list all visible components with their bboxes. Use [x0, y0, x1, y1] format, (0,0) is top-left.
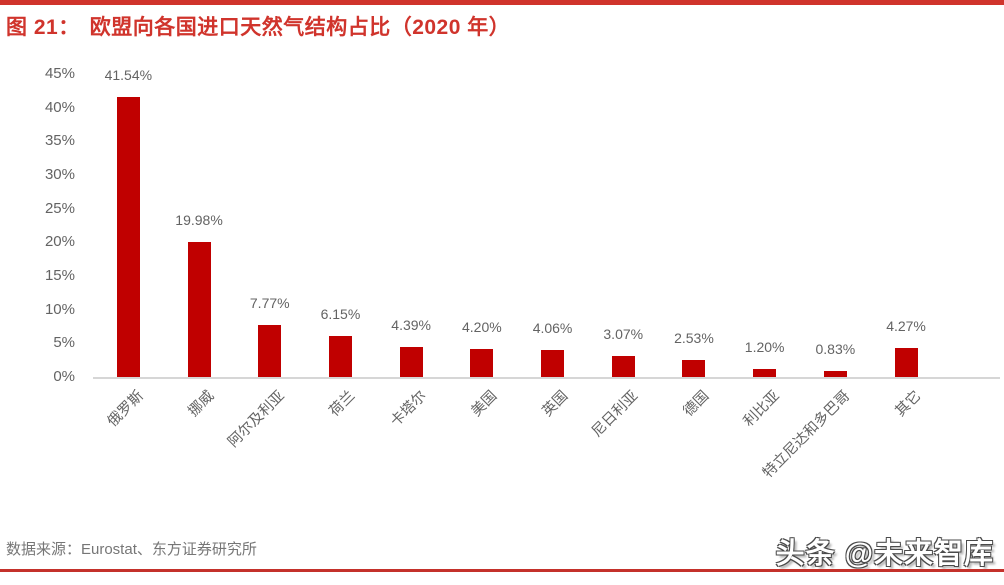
y-axis-tick-label: 25% — [44, 199, 75, 217]
bar-value-label: 0.83% — [815, 341, 856, 358]
figure-title-text: 欧盟向各国进口天然气结构占比（2020 年） — [89, 16, 511, 39]
bar-value-label: 41.54% — [104, 67, 153, 84]
y-axis-tick-label: 20% — [44, 233, 75, 251]
x-axis-category-label: 英国 — [539, 388, 571, 420]
x-axis-category-label: 荷兰 — [326, 388, 359, 420]
x-axis-category-label: 德国 — [680, 388, 713, 420]
y-axis-tick-label: 5% — [53, 334, 75, 352]
x-axis-category-label: 阿尔及利亚 — [225, 388, 289, 451]
bar — [116, 97, 140, 377]
bar — [470, 348, 494, 377]
y-axis-tick-label: 40% — [44, 98, 75, 116]
x-axis-category-label: 美国 — [468, 388, 501, 420]
bar — [682, 359, 706, 377]
bar — [823, 371, 847, 377]
bar-value-label: 4.39% — [391, 317, 431, 334]
bar-value-label: 4.27% — [886, 318, 926, 335]
data-source-note: 数据来源：Eurostat、东方证券研究所 — [6, 541, 257, 558]
bar — [894, 348, 918, 377]
bar — [399, 347, 423, 377]
bar — [328, 335, 352, 377]
y-axis-tick-label: 30% — [44, 166, 75, 183]
y-axis-tick-label: 15% — [44, 267, 75, 284]
bar-value-label: 3.07% — [603, 326, 644, 343]
bar-value-label: 6.15% — [320, 305, 361, 322]
bottom-accent-line — [0, 569, 1004, 572]
bar-value-label: 2.53% — [674, 329, 714, 346]
watermark: 头条 @未来智库 — [775, 538, 994, 570]
x-axis-category-label: 其它 — [892, 388, 925, 420]
bar-value-label: 4.20% — [461, 318, 502, 335]
bar — [258, 324, 282, 377]
bar-value-label: 19.98% — [175, 212, 223, 229]
bar — [187, 242, 211, 377]
figure-number-label: 图 21： — [6, 16, 80, 39]
bar — [611, 356, 635, 377]
y-axis-tick-label: 35% — [44, 132, 75, 150]
top-accent-bar — [0, 0, 1004, 5]
y-axis-tick-label: 0% — [53, 368, 75, 385]
x-axis-category-label: 俄罗斯 — [104, 388, 147, 431]
x-axis-category-label: 挪威 — [185, 388, 218, 420]
bar — [753, 368, 777, 377]
bar-chart: 45% 40% 35% 30% 25% 20% 15% 10% 5% 0% 41.54% 俄罗斯 19.… — [44, 65, 1000, 481]
x-axis-category-label: 卡塔尔 — [387, 388, 430, 431]
y-axis-tick-label: 10% — [44, 300, 75, 318]
figure-title: 图 21： 欧盟向各国进口天然气结构占比（2020 年） — [6, 11, 510, 41]
y-axis-tick-label: 45% — [44, 65, 75, 82]
bar — [541, 349, 565, 377]
x-axis-category-label: 利比亚 — [740, 388, 783, 431]
x-axis-line — [93, 377, 1000, 379]
bar-value-label: 1.20% — [744, 338, 785, 355]
bar-value-label: 7.77% — [249, 294, 290, 311]
x-axis-category-label: 尼日利亚 — [589, 388, 642, 441]
bar-value-label: 4.06% — [532, 319, 573, 336]
